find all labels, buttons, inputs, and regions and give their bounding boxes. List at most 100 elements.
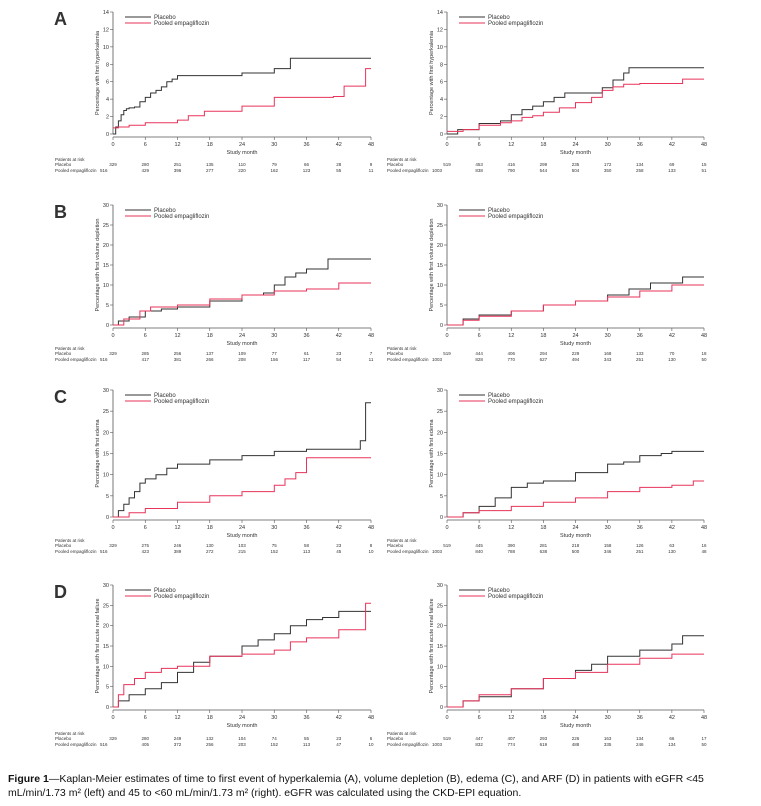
x-axis-title: Study month (560, 150, 591, 156)
risk-count: 258 (636, 168, 644, 173)
km-curve-placebo (447, 67, 704, 135)
x-tick-label: 0 (445, 715, 448, 721)
risk-count: 235 (572, 162, 580, 167)
risk-count: 137 (206, 351, 214, 356)
risk-count: 519 (443, 351, 451, 356)
x-tick-label: 18 (207, 525, 213, 531)
caption-text: —Kaplan-Meier estimates of time to first… (8, 773, 704, 799)
x-tick-label: 6 (478, 142, 481, 148)
risk-row-label: Pooled empagliflozin (55, 742, 97, 747)
y-tick-label: 5 (106, 494, 109, 500)
risk-count: 69 (669, 162, 675, 167)
risk-count: 423 (141, 549, 149, 554)
legend-label-empagliflozin: Pooled empagliflozin (154, 21, 209, 27)
x-tick-label: 48 (701, 333, 707, 339)
y-tick-label: 25 (103, 223, 109, 229)
km-curve-empagliflozin (447, 78, 704, 132)
y-tick-label: 5 (440, 685, 443, 691)
panel-letter-c: C (54, 387, 67, 407)
risk-count: 113 (303, 549, 311, 554)
risk-count: 256 (206, 742, 214, 747)
x-tick-label: 18 (207, 715, 213, 721)
risk-count: 429 (141, 168, 149, 173)
risk-table-title: Patients at risk (55, 538, 85, 543)
risk-count: 453 (475, 162, 483, 167)
risk-count: 329 (109, 351, 117, 356)
risk-count: 1003 (432, 168, 443, 173)
x-tick-label: 42 (336, 715, 342, 721)
x-tick-label: 6 (478, 715, 481, 721)
x-axis-title: Study month (227, 150, 258, 156)
risk-row-label: Placebo (55, 162, 72, 167)
x-tick-label: 48 (368, 142, 374, 148)
x-tick-label: 42 (669, 142, 675, 148)
legend-label-empagliflozin: Pooled empagliflozin (488, 21, 543, 27)
y-tick-label: 0 (440, 132, 443, 138)
risk-count: 406 (507, 351, 515, 356)
risk-count: 66 (304, 162, 310, 167)
risk-count: 133 (636, 351, 644, 356)
risk-count: 774 (507, 742, 515, 747)
y-tick-label: 12 (437, 27, 443, 33)
x-tick-label: 42 (669, 333, 675, 339)
x-tick-label: 12 (508, 525, 514, 531)
x-tick-label: 6 (144, 142, 147, 148)
risk-count: 280 (141, 736, 149, 741)
risk-count: 54 (336, 357, 342, 362)
risk-count: 7 (370, 351, 373, 356)
y-axis-title: Percentage with first acute renal failur… (95, 598, 101, 693)
risk-table-title: Patients at risk (387, 731, 417, 736)
risk-row-label: Placebo (387, 351, 404, 356)
risk-row-label: Placebo (55, 736, 72, 741)
risk-count: 544 (540, 168, 548, 173)
km-curve-placebo (113, 402, 371, 518)
risk-count: 61 (304, 351, 310, 356)
risk-table-title: Patients at risk (55, 346, 85, 351)
x-tick-label: 6 (144, 333, 147, 339)
risk-row-label: Placebo (55, 351, 72, 356)
risk-count: 8 (370, 543, 373, 548)
risk-count: 45 (336, 549, 342, 554)
x-tick-label: 48 (368, 333, 374, 339)
x-tick-label: 0 (111, 333, 114, 339)
risk-count: 500 (572, 549, 580, 554)
legend-label-empagliflozin: Pooled empagliflozin (154, 399, 209, 405)
x-tick-label: 30 (271, 715, 277, 721)
legend-label-placebo: Placebo (154, 588, 176, 594)
x-tick-label: 24 (239, 333, 245, 339)
y-tick-label: 0 (106, 705, 109, 711)
risk-count: 134 (668, 742, 676, 747)
x-tick-label: 18 (540, 142, 546, 148)
risk-row-label: Placebo (387, 736, 404, 741)
risk-count: 130 (206, 543, 214, 548)
risk-count: 130 (668, 357, 676, 362)
x-tick-label: 0 (445, 142, 448, 148)
risk-count: 152 (270, 742, 278, 747)
risk-count: 220 (238, 168, 246, 173)
x-tick-label: 36 (303, 142, 309, 148)
x-tick-label: 18 (540, 333, 546, 339)
y-tick-label: 10 (103, 664, 109, 670)
risk-count: 346 (604, 549, 612, 554)
figure-caption: Figure 1—Kaplan-Meier estimates of time … (8, 772, 756, 800)
risk-count: 619 (540, 742, 548, 747)
y-tick-label: 25 (437, 223, 443, 229)
x-tick-label: 30 (605, 525, 611, 531)
risk-count: 50 (701, 742, 707, 747)
km-curve-placebo (447, 450, 704, 518)
y-tick-label: 10 (103, 45, 109, 51)
x-tick-label: 36 (637, 333, 643, 339)
x-tick-label: 36 (637, 715, 643, 721)
x-axis-title: Study month (560, 723, 591, 729)
y-axis-title: Percentage with first edema (95, 418, 101, 487)
risk-count: 790 (507, 168, 515, 173)
y-axis-title: Percentage with first hyperkalemia (429, 30, 435, 115)
risk-count: 275 (141, 543, 149, 548)
x-tick-label: 36 (637, 142, 643, 148)
risk-count: 390 (507, 543, 515, 548)
risk-count: 447 (475, 736, 483, 741)
y-tick-label: 5 (106, 303, 109, 309)
risk-count: 294 (540, 351, 548, 356)
x-tick-label: 24 (572, 333, 578, 339)
legend-label-empagliflozin: Pooled empagliflozin (488, 399, 543, 405)
